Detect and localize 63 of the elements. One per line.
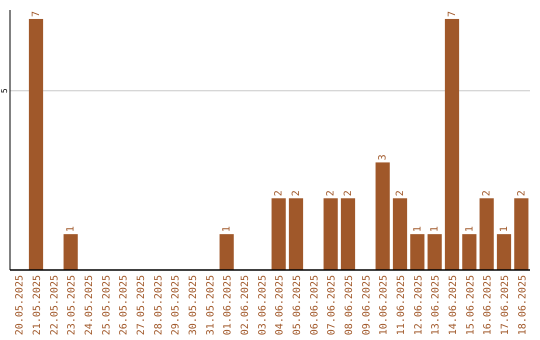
- bar: [376, 162, 390, 270]
- bar: [64, 234, 78, 270]
- x-tick-label: 30.05.2025: [188, 275, 199, 336]
- data-label: 2: [482, 190, 493, 196]
- x-tick-label: 04.06.2025: [274, 275, 286, 336]
- x-tick-label: 24.05.2025: [84, 275, 95, 336]
- x-tick-label: 01.06.2025: [222, 275, 234, 336]
- bar: [444, 18, 460, 270]
- x-tick-label: 10.06.2025: [378, 275, 390, 336]
- x-tick-label: 23.05.2025: [66, 275, 78, 336]
- bar: [462, 234, 476, 270]
- bar: [428, 234, 442, 270]
- x-tick-label: 05.06.2025: [292, 275, 303, 336]
- bar: [220, 234, 234, 270]
- bar: [392, 198, 408, 270]
- data-label: 2: [291, 190, 302, 196]
- x-tick-label: 15.06.2025: [465, 275, 476, 336]
- data-label: 1: [430, 226, 441, 232]
- x-tick-label: 17.06.2025: [500, 275, 511, 336]
- bar: [340, 198, 356, 270]
- y-tick-label: 5: [0, 88, 9, 94]
- x-tick-label: 28.05.2025: [153, 275, 164, 336]
- x-tick-label: 02.06.2025: [240, 275, 251, 336]
- bar: [272, 198, 286, 270]
- data-label: 2: [274, 190, 285, 196]
- data-label: 2: [395, 190, 406, 196]
- bar: [410, 234, 424, 270]
- bar: [514, 198, 528, 270]
- x-tick-label: 11.06.2025: [396, 275, 407, 336]
- x-tick-label: 14.06.2025: [448, 275, 459, 336]
- x-tick-label: 25.05.2025: [101, 275, 112, 336]
- x-tick-label: 12.06.2025: [413, 275, 424, 336]
- bar: [288, 198, 304, 270]
- x-tick-label: 27.05.2025: [136, 275, 147, 336]
- data-label: 1: [222, 226, 233, 232]
- x-tick-label: 03.06.2025: [257, 275, 268, 336]
- x-tick-label: 26.05.2025: [118, 275, 130, 336]
- x-tick-label: 16.06.2025: [482, 275, 494, 336]
- x-tick-label: 21.05.2025: [32, 275, 43, 336]
- x-tick-label: 29.05.2025: [170, 275, 182, 336]
- bar: [28, 18, 44, 270]
- data-label: 1: [464, 226, 476, 232]
- data-label: 1: [412, 226, 424, 232]
- data-label: 2: [326, 190, 337, 196]
- x-tick-label: 18.06.2025: [517, 275, 528, 336]
- data-label: 1: [499, 226, 510, 232]
- bar: [480, 198, 494, 270]
- x-tick-label: 08.06.2025: [344, 275, 355, 336]
- x-tick-label: 13.06.2025: [430, 275, 442, 336]
- bar: [324, 198, 338, 270]
- x-tick-label: 22.05.2025: [49, 275, 60, 336]
- x-tick-label: 06.06.2025: [309, 275, 320, 336]
- data-label: 2: [516, 190, 528, 196]
- data-label: 1: [66, 226, 77, 232]
- x-tick-label: 20.05.2025: [14, 275, 26, 336]
- x-tick-label: 09.06.2025: [361, 275, 372, 336]
- data-label: 2: [343, 190, 354, 196]
- data-label: 7: [31, 10, 42, 17]
- data-label: 7: [447, 10, 458, 17]
- data-label: 3: [378, 154, 389, 160]
- bar: [496, 234, 512, 270]
- x-tick-label: 07.06.2025: [326, 275, 338, 336]
- x-tick-label: 31.05.2025: [205, 275, 216, 336]
